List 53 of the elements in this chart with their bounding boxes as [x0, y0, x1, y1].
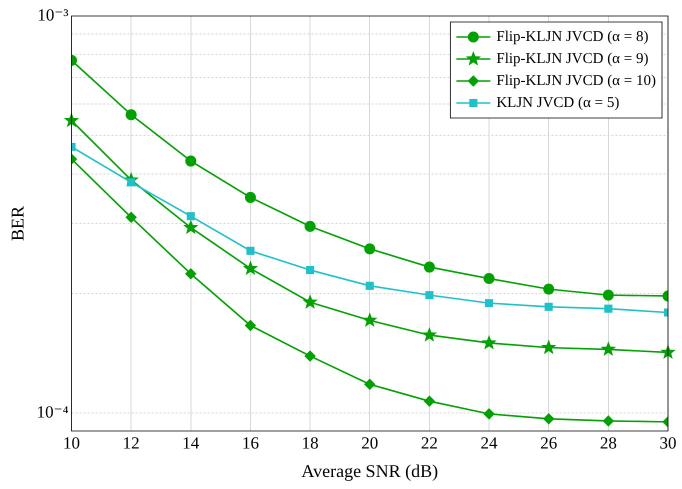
- x-tick-label: 18: [302, 434, 319, 453]
- x-tick-label: 20: [361, 434, 378, 453]
- point: [364, 243, 376, 254]
- y-tick-label: 10⁻³: [37, 5, 68, 24]
- x-tick-label: 22: [420, 434, 438, 453]
- legend-label: Flip-KLJN JVCD (α = 10): [496, 72, 656, 89]
- x-tick-label: 16: [242, 434, 259, 453]
- point: [185, 268, 196, 280]
- point: [304, 220, 316, 232]
- y-tick-label: 10⁻⁴: [36, 402, 69, 422]
- legend-label: Flip-KLJN JVCD (α = 8): [496, 28, 649, 45]
- point: [422, 327, 438, 342]
- point: [185, 156, 196, 167]
- x-tick-label: 10: [63, 434, 80, 453]
- point: [183, 220, 198, 234]
- legend-label: KLJN JVCD (α = 5): [496, 94, 620, 111]
- point: [544, 302, 553, 311]
- point: [424, 262, 435, 273]
- point: [600, 341, 616, 356]
- point: [543, 284, 554, 295]
- x-tick-label: 26: [540, 434, 558, 453]
- point: [366, 282, 374, 290]
- point: [246, 246, 254, 255]
- point: [484, 273, 495, 284]
- point: [541, 340, 556, 354]
- point: [484, 408, 495, 420]
- point: [424, 396, 435, 407]
- x-tick-label: 24: [480, 434, 498, 453]
- point: [126, 212, 137, 223]
- point: [602, 290, 614, 301]
- y-axis-title: BER: [8, 206, 28, 242]
- point: [242, 260, 258, 276]
- x-tick-label: 12: [122, 434, 140, 453]
- point: [244, 192, 256, 203]
- point: [126, 109, 137, 120]
- x-tick-label: 14: [182, 434, 200, 453]
- point: [364, 378, 376, 390]
- point: [362, 312, 378, 327]
- point: [485, 299, 494, 308]
- point: [304, 350, 316, 362]
- point: [604, 304, 612, 313]
- point: [543, 413, 554, 424]
- point: [244, 320, 256, 331]
- x-axis-title: Average SNR (dB): [301, 460, 438, 481]
- x-tick-label: 30: [660, 434, 676, 453]
- point: [602, 415, 614, 426]
- point: [302, 294, 318, 309]
- point: [425, 291, 434, 300]
- point: [306, 266, 314, 274]
- x-tick-label: 28: [600, 434, 617, 453]
- point: [186, 212, 195, 220]
- point: [481, 334, 497, 350]
- legend-label: Flip-KLJN JVCD (α = 9): [496, 50, 649, 67]
